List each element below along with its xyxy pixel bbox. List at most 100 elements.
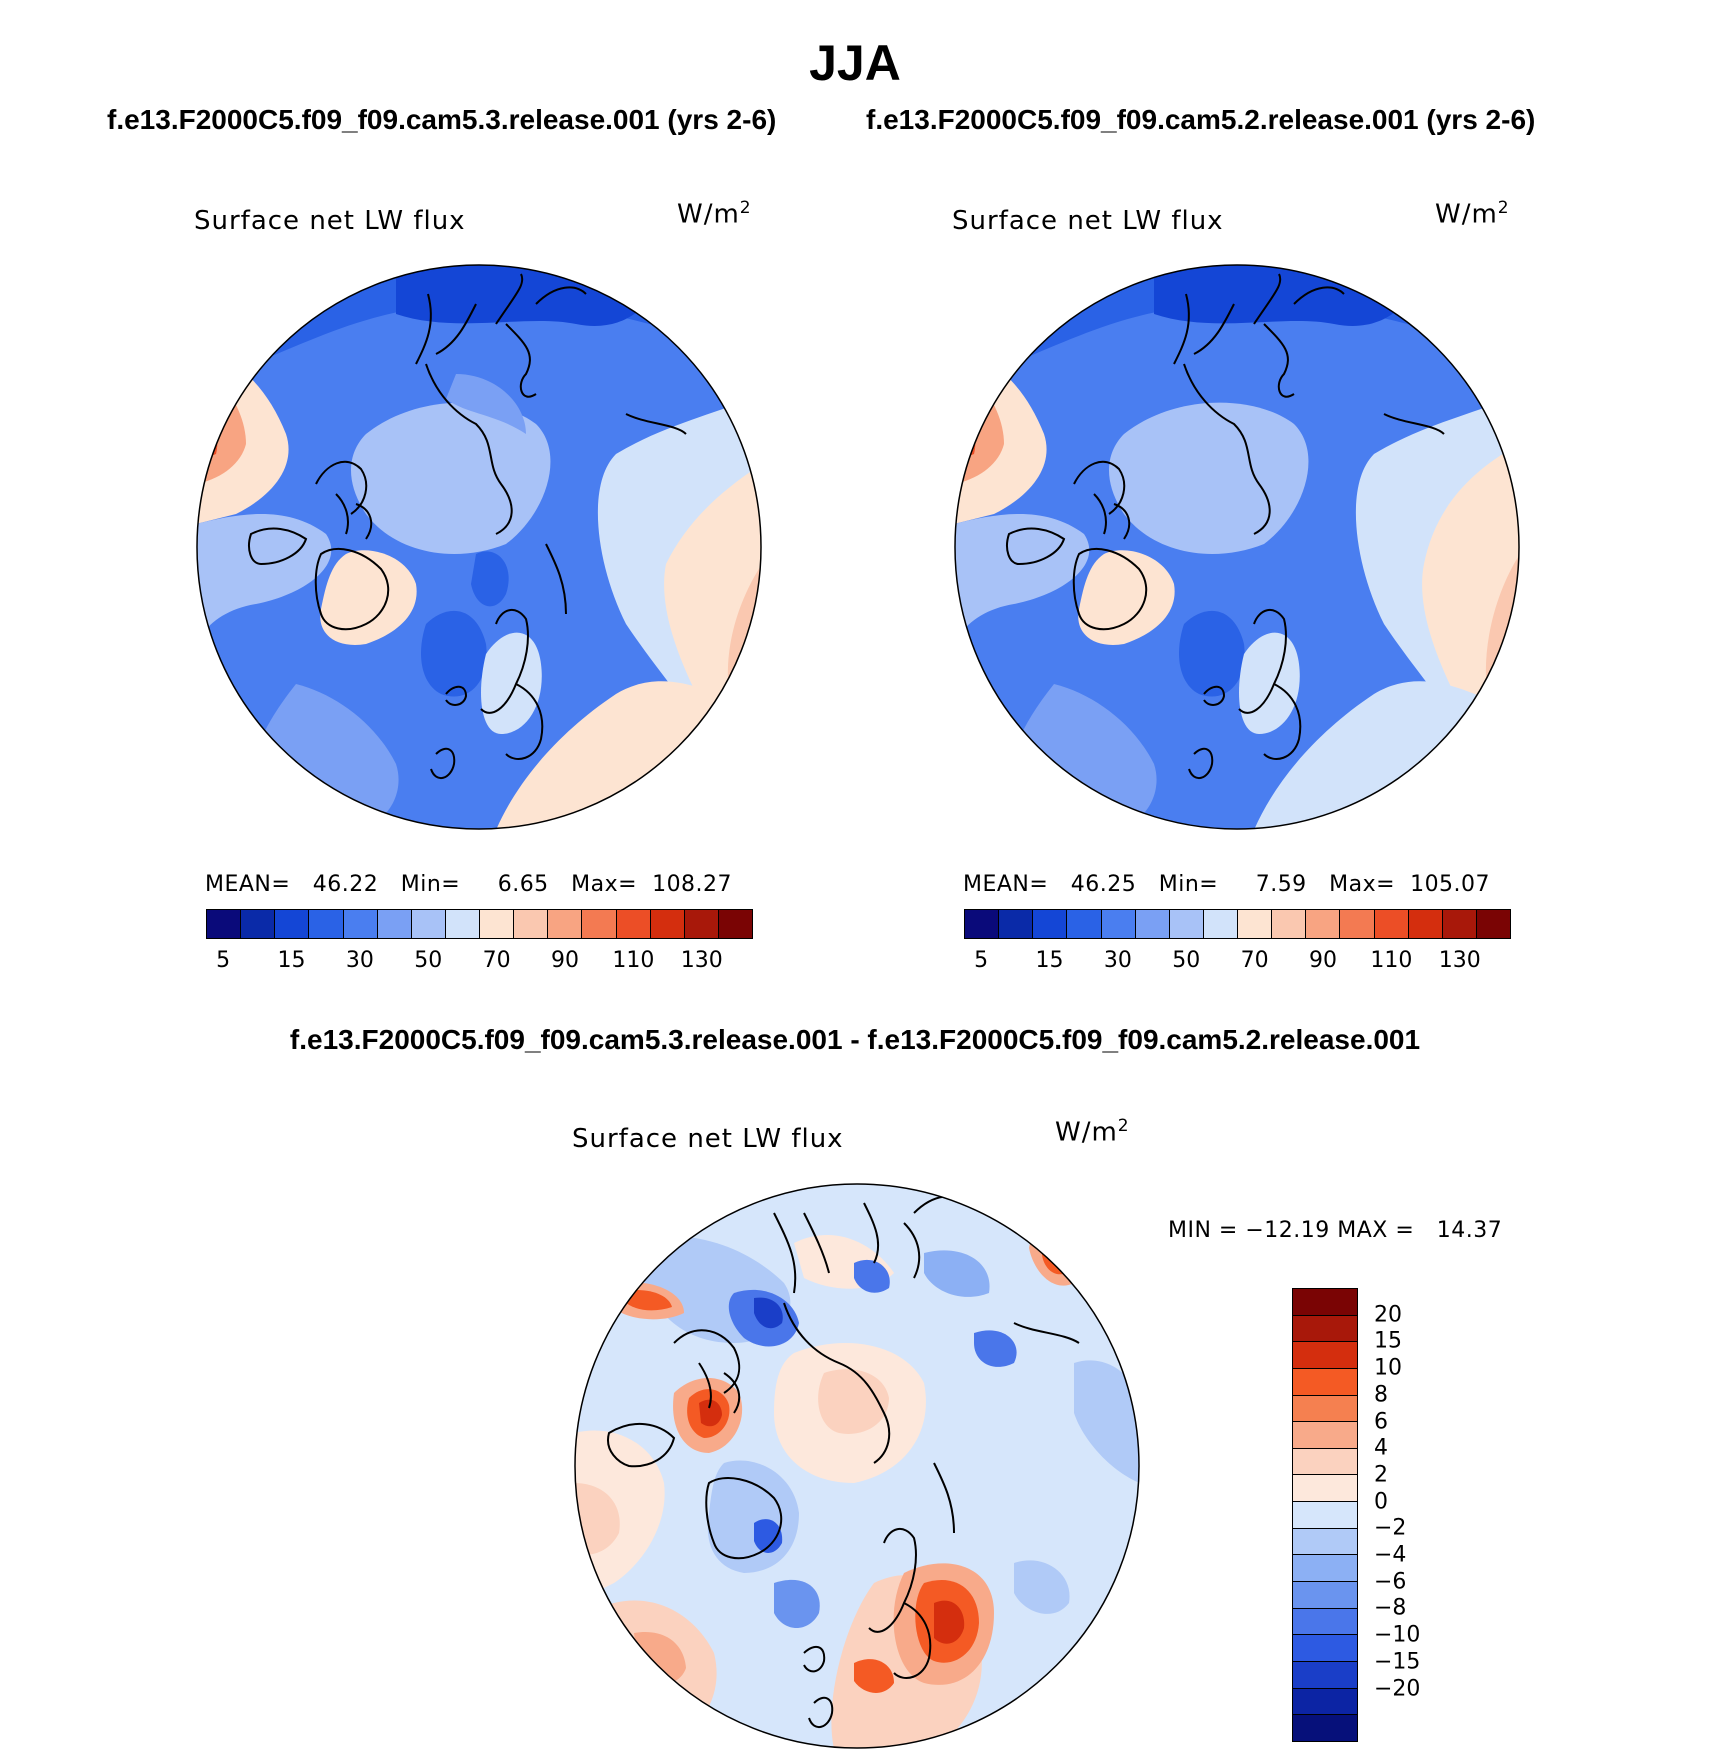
- diff-variable-label: Surface net LW flux: [572, 1124, 844, 1154]
- colorbar-tick-label: 10: [1374, 1355, 1402, 1381]
- colorbar-swatch: [616, 910, 651, 938]
- colorbar-swatch: [1293, 1688, 1357, 1716]
- panel-a-polar-map: [196, 264, 762, 830]
- colorbar-tick-label: 5: [216, 948, 231, 973]
- colorbar-swatch: [1067, 910, 1102, 938]
- panel-b-colorbar-ticks: 5 15 30 50 70 90 110 130: [964, 948, 1511, 978]
- panel-b-units: W/m2: [1435, 198, 1510, 230]
- colorbar-swatch: [241, 910, 276, 938]
- colorbar-swatch: [1306, 910, 1341, 938]
- colorbar-tick-label: 6: [1374, 1409, 1388, 1435]
- panel-a-colorbar-ticks: 5 15 30 50 70 90 110 130: [206, 948, 753, 978]
- colorbar-swatch: [1101, 910, 1136, 938]
- colorbar-swatch: [1293, 1422, 1357, 1449]
- colorbar-tick-label: 30: [1103, 948, 1132, 973]
- colorbar-tick-label: −15: [1374, 1649, 1421, 1675]
- colorbar-swatch: [1293, 1502, 1357, 1529]
- colorbar-swatch: [1442, 910, 1477, 938]
- case-b-title: f.e13.F2000C5.f09_f09.cam5.2.release.001…: [866, 104, 1536, 135]
- colorbar-swatch: [1272, 910, 1307, 938]
- colorbar-tick-label: 50: [1172, 948, 1201, 973]
- colorbar-swatch: [377, 910, 412, 938]
- colorbar-tick-label: −6: [1374, 1569, 1407, 1595]
- colorbar-tick-label: 2: [1374, 1462, 1388, 1488]
- colorbar-swatch: [514, 910, 549, 938]
- colorbar-swatch: [1293, 1715, 1357, 1741]
- colorbar-swatch: [1293, 1289, 1357, 1316]
- colorbar-tick-label: 30: [345, 948, 374, 973]
- colorbar-swatch: [480, 910, 515, 938]
- colorbar-swatch: [1293, 1635, 1357, 1662]
- colorbar-swatch: [718, 910, 752, 938]
- diff-title: f.e13.F2000C5.f09_f09.cam5.3.release.001…: [289, 1024, 1421, 1055]
- diff-colorbar: [1292, 1288, 1358, 1742]
- difference-polar-map: [574, 1183, 1140, 1749]
- colorbar-swatch: [1476, 910, 1510, 938]
- season-title: JJA: [809, 35, 901, 91]
- colorbar-swatch: [411, 910, 446, 938]
- colorbar-swatch: [1374, 910, 1409, 938]
- colorbar-tick-label: 15: [277, 948, 306, 973]
- colorbar-swatch: [343, 910, 378, 938]
- diff-colorbar-ticks: 20 15 10 8 6 4 2 0 −2 −4 −6 −8 −10 −15 −20: [1374, 1288, 1454, 1742]
- colorbar-swatch: [1293, 1368, 1357, 1396]
- colorbar-tick-label: 15: [1035, 948, 1064, 973]
- colorbar-swatch: [650, 910, 685, 938]
- colorbar-tick-label: 110: [612, 948, 655, 973]
- colorbar-tick-label: 130: [1438, 948, 1481, 973]
- colorbar-swatch: [965, 910, 1000, 938]
- diff-stats: MIN = −12.19 MAX = 14.37: [1168, 1218, 1503, 1243]
- colorbar-swatch: [207, 910, 242, 938]
- colorbar-tick-label: 20: [1374, 1302, 1402, 1328]
- colorbar-swatch: [1293, 1448, 1357, 1476]
- colorbar-tick-label: 0: [1374, 1489, 1388, 1515]
- colorbar-tick-label: −8: [1374, 1595, 1407, 1621]
- colorbar-tick-label: 8: [1374, 1382, 1388, 1408]
- colorbar-swatch: [275, 910, 310, 938]
- colorbar-swatch: [1033, 910, 1068, 938]
- colorbar-swatch: [1293, 1555, 1357, 1583]
- colorbar-swatch: [1293, 1342, 1357, 1369]
- colorbar-swatch: [1408, 910, 1443, 938]
- colorbar-swatch: [1293, 1582, 1357, 1609]
- panel-a-colorbar: [206, 909, 753, 939]
- panel-b-variable-label: Surface net LW flux: [952, 206, 1224, 236]
- colorbar-swatch: [548, 910, 583, 938]
- colorbar-tick-label: −10: [1374, 1622, 1421, 1648]
- colorbar-swatch: [1238, 910, 1273, 938]
- colorbar-swatch: [1340, 910, 1375, 938]
- colorbar-swatch: [582, 910, 617, 938]
- colorbar-swatch: [1293, 1315, 1357, 1343]
- colorbar-swatch: [1203, 910, 1238, 938]
- colorbar-tick-label: 90: [550, 948, 579, 973]
- colorbar-swatch: [445, 910, 480, 938]
- colorbar-swatch: [1293, 1661, 1357, 1689]
- panel-a-stats: MEAN= 46.22 Min= 6.65 Max= 108.27: [205, 872, 733, 897]
- colorbar-swatch: [1293, 1395, 1357, 1423]
- colorbar-swatch: [999, 910, 1034, 938]
- panel-b-polar-map: [954, 264, 1520, 830]
- colorbar-tick-label: 110: [1370, 948, 1413, 973]
- colorbar-tick-label: 15: [1374, 1328, 1402, 1354]
- colorbar-tick-label: −2: [1374, 1515, 1407, 1541]
- panel-a-variable-label: Surface net LW flux: [194, 206, 466, 236]
- colorbar-tick-label: 4: [1374, 1435, 1388, 1461]
- colorbar-swatch: [684, 910, 719, 938]
- colorbar-swatch: [1293, 1608, 1357, 1636]
- diff-units: W/m2: [1055, 1116, 1130, 1148]
- colorbar-swatch: [1169, 910, 1204, 938]
- colorbar-swatch: [1293, 1528, 1357, 1556]
- panel-a-units: W/m2: [677, 198, 752, 230]
- colorbar-swatch: [1293, 1475, 1357, 1503]
- case-a-title: f.e13.F2000C5.f09_f09.cam5.3.release.001…: [107, 104, 777, 135]
- colorbar-tick-label: 90: [1308, 948, 1337, 973]
- panel-b-colorbar: [964, 909, 1511, 939]
- colorbar-tick-label: 50: [414, 948, 443, 973]
- colorbar-tick-label: −20: [1374, 1676, 1421, 1702]
- colorbar-tick-label: 130: [680, 948, 723, 973]
- panel-b-stats: MEAN= 46.25 Min= 7.59 Max= 105.07: [963, 872, 1491, 897]
- colorbar-tick-label: 5: [974, 948, 989, 973]
- colorbar-swatch: [309, 910, 344, 938]
- colorbar-swatch: [1135, 910, 1170, 938]
- colorbar-tick-label: 70: [482, 948, 511, 973]
